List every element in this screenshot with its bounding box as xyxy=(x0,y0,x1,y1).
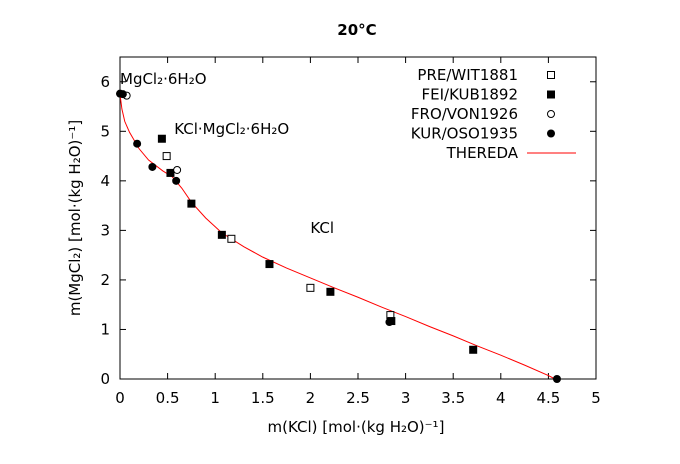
data-point-fei-kub1892 xyxy=(217,230,226,239)
x-tick-label: 4 xyxy=(496,389,506,407)
x-axis-label: m(KCl) [mol·(kg H₂O)⁻¹] xyxy=(268,418,445,436)
legend-label-fro-von1926: FRO/VON1926 xyxy=(411,105,518,123)
legend-label-thereda: THEREDA xyxy=(446,144,519,162)
legend-label-kur-oso1935: KUR/OSO1935 xyxy=(411,125,518,143)
legend-label-fei-kub1892: FEI/KUB1892 xyxy=(422,86,518,104)
data-point-pre-wit1881 xyxy=(227,234,236,243)
data-point-kur-oso1935 xyxy=(148,162,157,171)
chart-title: 20°C xyxy=(337,21,376,39)
data-point-pre-wit1881 xyxy=(306,283,315,292)
y-tick-label: 1 xyxy=(100,320,110,338)
y-tick-label: 6 xyxy=(100,73,110,91)
legend-marker-fei-kub1892 xyxy=(547,90,555,99)
x-tick-label: 5 xyxy=(591,389,601,407)
data-point-fei-kub1892 xyxy=(265,260,274,269)
y-tick-label: 2 xyxy=(100,271,110,289)
x-tick-label: 0 xyxy=(115,389,125,407)
data-point-kur-oso1935 xyxy=(118,90,127,99)
data-point-fei-kub1892 xyxy=(187,199,196,208)
plot-frame xyxy=(119,56,597,380)
legend-marker-fro-von1926 xyxy=(547,110,555,118)
data-point-fei-kub1892 xyxy=(166,168,175,177)
x-tick-label: 1.5 xyxy=(251,389,275,407)
x-tick-label: 4.5 xyxy=(536,389,560,407)
legend-marker-kur-oso1935 xyxy=(547,129,555,138)
x-tick-label: 2.5 xyxy=(346,389,370,407)
legend-label-pre-wit1881: PRE/WIT1881 xyxy=(417,66,518,84)
annotation-label: MgCl₂·6H₂O xyxy=(120,70,207,88)
x-tick-label: 2 xyxy=(306,389,316,407)
data-point-fei-kub1892 xyxy=(469,345,478,354)
legend-marker-pre-wit1881 xyxy=(547,71,555,79)
series-thereda-line xyxy=(119,94,556,380)
y-tick-label: 3 xyxy=(100,221,110,239)
data-point-kur-oso1935 xyxy=(552,375,561,383)
data-point-kur-oso1935 xyxy=(172,176,181,185)
data-point-pre-wit1881 xyxy=(162,152,171,161)
x-tick-label: 3.5 xyxy=(441,389,465,407)
x-tick-label: 1 xyxy=(210,389,220,407)
annotation-label: KCl xyxy=(310,219,334,237)
y-axis-label: m(MgCl₂) [mol·(kg H₂O)⁻¹] xyxy=(66,120,84,316)
data-point-fro-von1926 xyxy=(173,165,182,174)
x-tick-label: 3 xyxy=(401,389,411,407)
data-point-fei-kub1892 xyxy=(157,134,166,143)
data-point-fei-kub1892 xyxy=(326,287,335,296)
y-tick-label: 5 xyxy=(100,122,110,140)
data-point-kur-oso1935 xyxy=(133,139,142,148)
data-point-kur-oso1935 xyxy=(385,318,394,327)
y-tick-label: 4 xyxy=(100,172,110,190)
annotation-label: KCl·MgCl₂·6H₂O xyxy=(174,120,289,138)
x-tick-label: 0.5 xyxy=(156,389,180,407)
y-tick-label: 0 xyxy=(100,370,110,388)
